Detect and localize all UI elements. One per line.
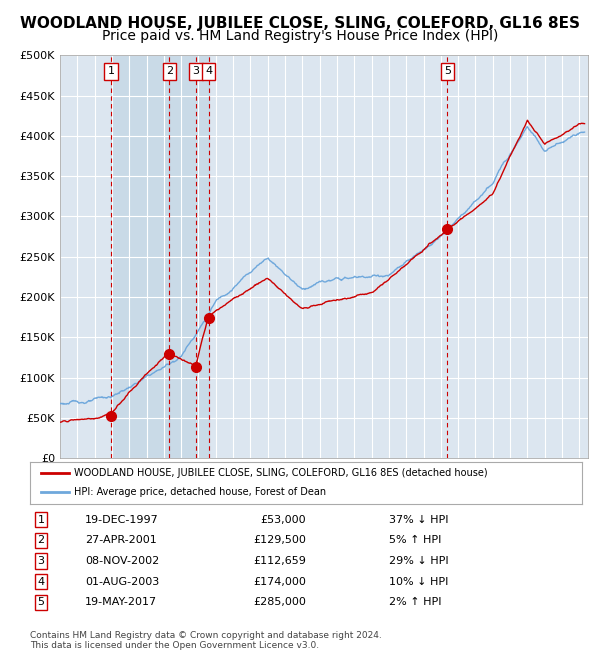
Text: 37% ↓ HPI: 37% ↓ HPI [389, 515, 448, 525]
Text: 29% ↓ HPI: 29% ↓ HPI [389, 556, 448, 566]
Text: 10% ↓ HPI: 10% ↓ HPI [389, 577, 448, 587]
Text: 1: 1 [108, 66, 115, 76]
Text: Contains HM Land Registry data © Crown copyright and database right 2024.
This d: Contains HM Land Registry data © Crown c… [30, 630, 382, 650]
Text: 2: 2 [37, 536, 44, 545]
Text: 4: 4 [37, 577, 44, 587]
Text: 01-AUG-2003: 01-AUG-2003 [85, 577, 160, 587]
Text: £53,000: £53,000 [260, 515, 306, 525]
Text: 19-MAY-2017: 19-MAY-2017 [85, 597, 157, 607]
Text: WOODLAND HOUSE, JUBILEE CLOSE, SLING, COLEFORD, GL16 8ES (detached house): WOODLAND HOUSE, JUBILEE CLOSE, SLING, CO… [74, 469, 488, 478]
Text: 08-NOV-2002: 08-NOV-2002 [85, 556, 160, 566]
Text: £129,500: £129,500 [253, 536, 306, 545]
Text: 1: 1 [38, 515, 44, 525]
Text: 19-DEC-1997: 19-DEC-1997 [85, 515, 159, 525]
Text: 4: 4 [205, 66, 212, 76]
Text: 3: 3 [193, 66, 199, 76]
Text: 2: 2 [166, 66, 173, 76]
Text: Price paid vs. HM Land Registry's House Price Index (HPI): Price paid vs. HM Land Registry's House … [102, 29, 498, 44]
Text: WOODLAND HOUSE, JUBILEE CLOSE, SLING, COLEFORD, GL16 8ES: WOODLAND HOUSE, JUBILEE CLOSE, SLING, CO… [20, 16, 580, 31]
Text: 5% ↑ HPI: 5% ↑ HPI [389, 536, 441, 545]
Text: 2% ↑ HPI: 2% ↑ HPI [389, 597, 442, 607]
Bar [111, 55, 169, 458]
Text: 3: 3 [38, 556, 44, 566]
Text: £112,659: £112,659 [253, 556, 306, 566]
Text: 5: 5 [38, 597, 44, 607]
Bar [169, 55, 209, 458]
Text: 5: 5 [444, 66, 451, 76]
Text: £285,000: £285,000 [253, 597, 306, 607]
Text: 27-APR-2001: 27-APR-2001 [85, 536, 157, 545]
Text: HPI: Average price, detached house, Forest of Dean: HPI: Average price, detached house, Fore… [74, 487, 326, 497]
Text: £174,000: £174,000 [253, 577, 306, 587]
